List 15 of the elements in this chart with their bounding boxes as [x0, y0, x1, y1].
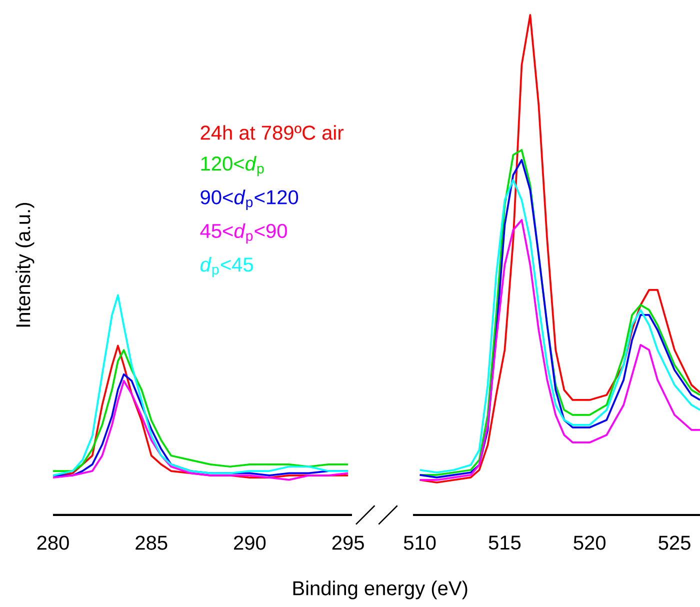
text: 90<d$_{p}$<120: [200, 190, 298, 210]
x-axis-title: Binding energy (eV): [293, 580, 468, 600]
x-tick-label: 510: [404, 536, 436, 550]
x-tick-label: 285: [136, 536, 168, 550]
x-tick-label: 290: [234, 536, 266, 550]
x-tick-label: 525: [658, 536, 690, 550]
x-tick-label: 295: [332, 536, 364, 550]
text: 45<d$_{p}$<90: [200, 223, 287, 244]
text: 120<d$_{p}$: [201, 156, 264, 176]
text: 24h at 789ºC air: [200, 125, 344, 140]
x-tick-label: 515: [488, 536, 521, 550]
text: d$_{p}$<45: [200, 256, 253, 278]
y-axis-title: Intensity (a.u.): [16, 202, 34, 327]
x-tick-label: 520: [574, 536, 606, 550]
x-tick-label: 280: [37, 536, 69, 550]
